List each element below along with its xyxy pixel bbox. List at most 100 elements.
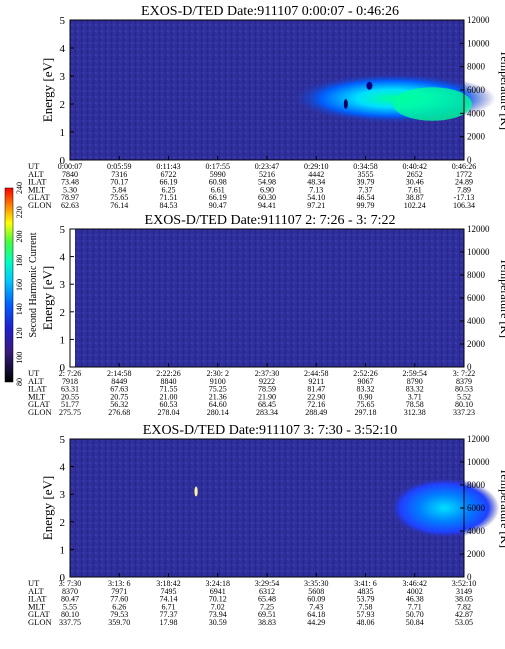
y2-tick-label: 6000 xyxy=(467,85,486,95)
y2-tick-label: 6000 xyxy=(467,293,486,303)
table-cell: 5.52 xyxy=(457,392,471,401)
y2-tick-label: 10000 xyxy=(467,247,490,257)
table-cell: 66.19 xyxy=(160,178,178,187)
panel-title: EXOS-D/TED Date:911107 3: 7:30 - 3:52:10 xyxy=(143,423,397,438)
table-cell: 81.47 xyxy=(307,385,325,394)
table-cell: 7.25 xyxy=(260,602,274,611)
table-cell: 65.48 xyxy=(258,595,276,604)
y2-tick-label: 12000 xyxy=(467,434,490,444)
table-cell: 9067 xyxy=(358,377,374,386)
y-axis-label: Energy [eV] xyxy=(40,58,55,122)
table-cell: 20.55 xyxy=(61,392,79,401)
table-cell: 8790 xyxy=(407,377,423,386)
table-cell: 56.32 xyxy=(110,400,128,409)
table-cell: 0:46:26 xyxy=(452,162,476,171)
colorbar-tick-label: 240 xyxy=(15,182,24,194)
table-row-label: GLON xyxy=(28,200,52,210)
y2-tick-label: 10000 xyxy=(467,38,490,48)
table-cell: 66.19 xyxy=(209,193,227,202)
panel-2: EXOS-D/TED Date:911107 2: 7:26 - 3: 7:22… xyxy=(28,213,505,417)
table-cell: 80.10 xyxy=(61,610,79,619)
table-cell: 48.34 xyxy=(307,178,325,187)
table-row-label: UT xyxy=(28,368,40,378)
colorbar-label: Second Harmonic Current xyxy=(28,232,39,337)
table-cell: 80.47 xyxy=(61,595,79,604)
table-cell: 2:30: 2 xyxy=(207,369,229,378)
table-cell: 0:34:58 xyxy=(353,162,377,171)
table-cell: 0:00:07 xyxy=(58,162,82,171)
table-cell: 6312 xyxy=(259,587,275,596)
table-cell: 0:23:47 xyxy=(255,162,279,171)
y-axis-label: Energy [eV] xyxy=(40,266,55,330)
table-cell: 2: 7:26 xyxy=(59,369,81,378)
table-cell: 46.38 xyxy=(406,595,424,604)
table-row-label: GLON xyxy=(28,617,52,627)
table-cell: 38.87 xyxy=(406,193,424,202)
table-cell: 73.48 xyxy=(61,178,79,187)
y-tick-label: 3 xyxy=(60,279,66,291)
table-cell: 30.46 xyxy=(406,178,424,187)
panel-3: EXOS-D/TED Date:911107 3: 7:30 - 3:52:10… xyxy=(28,423,505,627)
y-tick-label: 2 xyxy=(60,517,66,529)
table-cell: 24.89 xyxy=(455,178,473,187)
heatmap-dark-spot xyxy=(366,81,373,90)
table-cell: 2:52:26 xyxy=(353,369,377,378)
table-cell: 60.30 xyxy=(258,193,276,202)
table-cell: 38.05 xyxy=(455,595,473,604)
heatmap-core xyxy=(393,87,472,121)
table-cell: 288.49 xyxy=(305,408,327,417)
table-cell: 68.45 xyxy=(258,400,276,409)
table-cell: 42.87 xyxy=(455,610,473,619)
heatmap-hotspot xyxy=(389,477,500,539)
table-cell: 7.61 xyxy=(408,185,422,194)
table-cell: 0:40:42 xyxy=(403,162,427,171)
table-row-label: MLT xyxy=(28,601,46,611)
table-cell: 38.83 xyxy=(258,618,276,627)
table-cell: 99.79 xyxy=(357,201,375,210)
table-cell: 71.51 xyxy=(160,193,178,202)
table-cell: 337.23 xyxy=(453,408,475,417)
y2-tick-label: 8000 xyxy=(467,480,486,490)
table-cell: 73.94 xyxy=(209,610,227,619)
table-row-label: ALT xyxy=(28,376,45,386)
table-cell: 106.34 xyxy=(453,201,475,210)
heatmap-background xyxy=(70,229,464,367)
table-cell: 2:37:30 xyxy=(255,369,279,378)
table-cell: 2:44:58 xyxy=(304,369,328,378)
table-cell: 6.90 xyxy=(260,185,274,194)
colorbar-tick-label: 200 xyxy=(15,231,24,243)
y-tick-label: 2 xyxy=(60,99,66,111)
table-cell: 75.65 xyxy=(110,193,128,202)
panel-1: EXOS-D/TED Date:911107 0:00:07 - 0:46:26… xyxy=(28,4,505,210)
y2-axis-label: Temperature [K] xyxy=(498,50,505,130)
table-cell: 94.41 xyxy=(258,201,276,210)
table-cell: 6.71 xyxy=(162,602,176,611)
table-cell: 5990 xyxy=(210,170,226,179)
table-row-label: ILAT xyxy=(28,177,47,187)
table-cell: 46.54 xyxy=(357,193,375,202)
table-cell: 6.61 xyxy=(211,185,225,194)
table-cell: 64.18 xyxy=(307,610,325,619)
table-cell: 6.25 xyxy=(162,185,176,194)
table-cell: 69.51 xyxy=(258,610,276,619)
table-cell: 2:59:54 xyxy=(403,369,427,378)
table-cell: 30.59 xyxy=(209,618,227,627)
y2-tick-label: 12000 xyxy=(467,15,490,25)
table-cell: 63.31 xyxy=(61,385,79,394)
table-cell: 3:18:42 xyxy=(156,579,180,588)
table-cell: 3: 7:30 xyxy=(59,579,81,588)
table-cell: 4442 xyxy=(308,170,324,179)
table-cell: 0.90 xyxy=(359,392,373,401)
table-cell: 280.14 xyxy=(207,408,229,417)
table-cell: 70.17 xyxy=(110,178,128,187)
table-cell: 3149 xyxy=(456,587,472,596)
colorbar-gradient xyxy=(4,187,14,383)
table-cell: 20.75 xyxy=(110,392,128,401)
table-cell: 75.65 xyxy=(357,400,375,409)
y-tick-label: 1 xyxy=(60,127,66,139)
table-cell: 9100 xyxy=(210,377,226,386)
table-cell: 275.75 xyxy=(59,408,81,417)
table-cell: 21.00 xyxy=(160,392,178,401)
table-cell: 21.90 xyxy=(258,392,276,401)
